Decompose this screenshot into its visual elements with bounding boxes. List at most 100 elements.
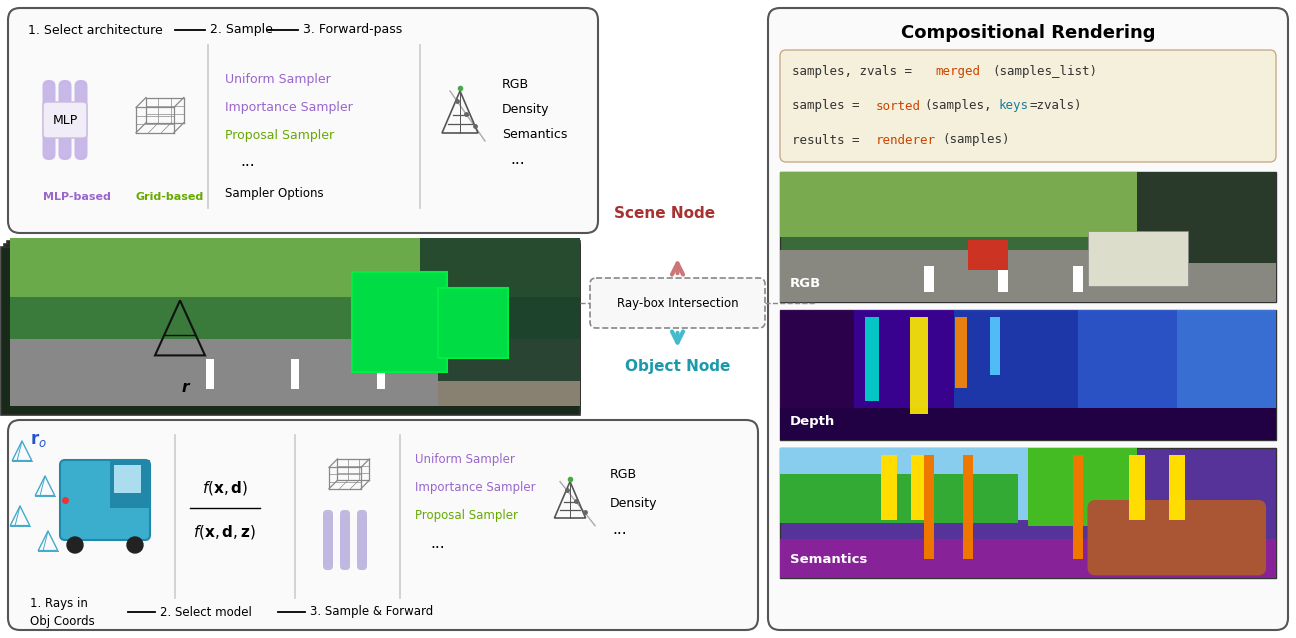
Bar [968,240,1008,270]
Text: samples, zvals =: samples, zvals = [792,66,919,78]
Text: Proposal Sampler: Proposal Sampler [415,510,518,523]
Bar [911,454,927,519]
FancyBboxPatch shape [43,102,87,138]
Text: Semantics: Semantics [791,553,867,566]
Bar [955,316,967,388]
Bar [1169,454,1185,519]
Bar [377,359,385,389]
Bar [292,359,299,389]
Bar [10,339,438,406]
Bar [864,316,879,401]
Text: (samples,: (samples, [924,100,991,112]
Text: keys: keys [999,100,1029,112]
Bar [780,539,1277,578]
Text: 3. Forward-pass: 3. Forward-pass [303,24,402,36]
Text: 2. Select model: 2. Select model [159,605,251,618]
FancyBboxPatch shape [8,420,758,630]
Bar [4,244,581,412]
Text: (samples): (samples) [942,133,1010,147]
Bar [353,272,447,371]
Bar [6,241,581,409]
Bar [780,310,854,408]
Text: $f(\mathbf{x},\mathbf{d},\mathbf{z})$: $f(\mathbf{x},\mathbf{d},\mathbf{z})$ [193,523,257,541]
FancyBboxPatch shape [356,510,367,570]
Bar [910,316,928,414]
Text: Object Node: Object Node [625,359,730,373]
Text: ...: ... [511,152,525,168]
Text: 1. Rays in
Obj Coords: 1. Rays in Obj Coords [30,597,95,628]
Bar [780,448,1277,578]
Text: Ray-box Intersection: Ray-box Intersection [617,297,739,309]
Text: Importance Sampler: Importance Sampler [415,482,535,494]
Text: Compositional Rendering: Compositional Rendering [901,24,1155,42]
Bar [881,454,897,519]
Text: MLP-based: MLP-based [43,192,111,202]
Text: ...: ... [430,537,445,551]
FancyBboxPatch shape [780,50,1277,162]
Bar [1073,454,1082,558]
Text: ...: ... [612,523,627,537]
Text: =zvals): =zvals) [1030,100,1082,112]
Text: renderer: renderer [876,133,936,147]
Bar [438,288,508,359]
Text: Density: Density [610,496,657,510]
Text: results =: results = [792,133,867,147]
Bar [10,330,581,406]
FancyBboxPatch shape [590,278,765,328]
Bar [1073,265,1082,292]
FancyBboxPatch shape [340,510,350,570]
Bar [780,172,1277,237]
Bar [924,265,934,292]
FancyBboxPatch shape [769,8,1288,630]
Text: Sampler Options: Sampler Options [226,186,324,200]
Text: ...: ... [240,154,254,170]
FancyBboxPatch shape [74,80,88,160]
Bar [1077,310,1177,408]
Text: RGB: RGB [610,468,638,482]
Text: Density: Density [502,103,550,117]
FancyBboxPatch shape [323,510,333,570]
Bar [998,265,1008,292]
Bar [924,454,934,558]
Text: $f(\mathbf{x},\mathbf{d})$: $f(\mathbf{x},\mathbf{d})$ [202,479,249,497]
Text: 2. Sample: 2. Sample [210,24,273,36]
Bar [963,454,973,558]
Bar [1137,172,1277,263]
FancyBboxPatch shape [8,8,597,233]
Text: (samples_list): (samples_list) [991,66,1096,78]
Text: $\mathbf{r}_o$: $\mathbf{r}_o$ [30,431,47,449]
Bar [780,474,1019,523]
FancyBboxPatch shape [43,80,56,160]
Text: 1. Select architecture: 1. Select architecture [29,24,163,36]
Bar [10,297,581,339]
Text: Proposal Sampler: Proposal Sampler [226,130,334,142]
FancyBboxPatch shape [58,80,71,160]
Bar [1129,454,1146,519]
Bar [954,310,1077,408]
Circle shape [127,537,143,553]
FancyBboxPatch shape [1087,500,1266,575]
Bar [1028,448,1137,526]
Text: r: r [181,380,189,396]
Bar [990,316,1001,375]
Bar [780,250,1277,302]
Text: Depth: Depth [791,415,835,428]
FancyBboxPatch shape [60,460,150,540]
Text: 3. Sample & Forward: 3. Sample & Forward [310,605,433,618]
Bar [420,238,581,381]
Bar [1087,230,1187,285]
Text: Uniform Sampler: Uniform Sampler [415,454,515,466]
Text: Scene Node: Scene Node [614,205,715,221]
Bar [780,172,1277,302]
Text: Grid-based: Grid-based [135,192,203,202]
Bar [109,460,150,508]
Bar [1177,310,1277,408]
Text: MLP: MLP [52,114,78,126]
Text: merged: merged [934,66,980,78]
Bar [1,247,581,415]
Bar [10,238,581,314]
Circle shape [67,537,83,553]
Bar [854,310,954,408]
Text: Semantics: Semantics [502,128,568,142]
Bar [780,408,1277,440]
